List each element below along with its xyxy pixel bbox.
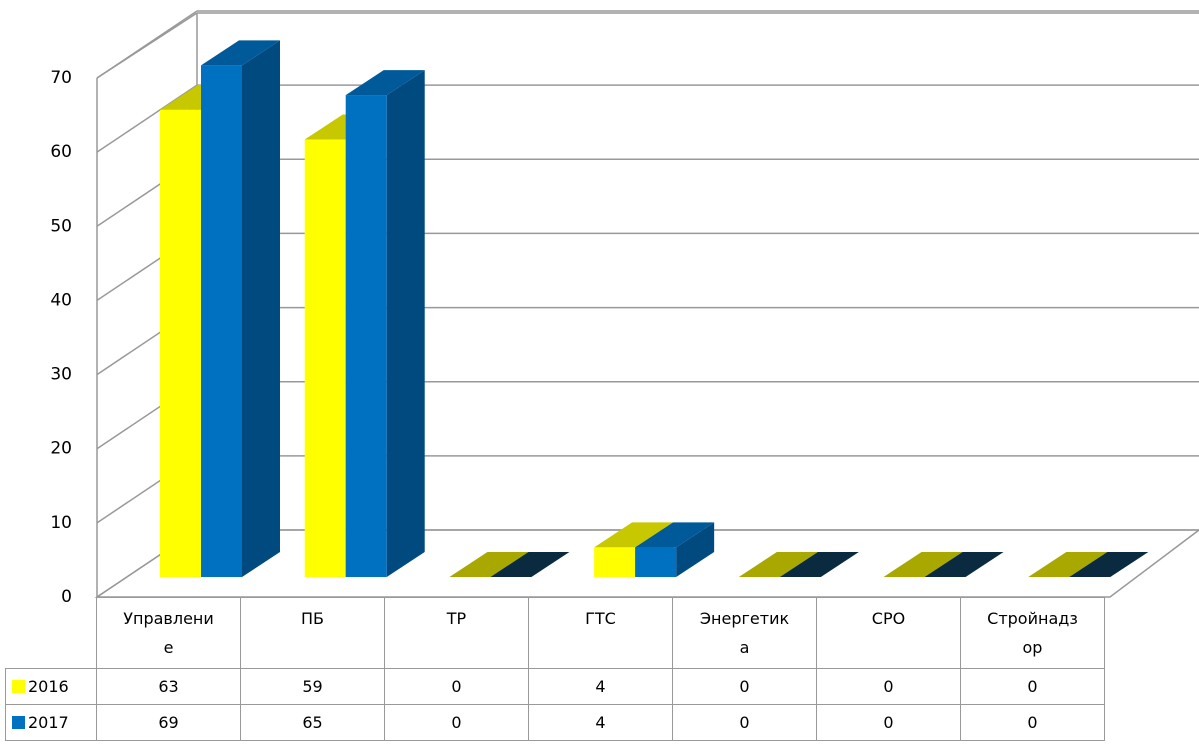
table-category-cell: Энергетика <box>672 597 817 669</box>
table-value: 65 <box>240 704 385 741</box>
y-tick-label: 60 <box>50 142 72 162</box>
bar-side <box>676 522 715 577</box>
bar <box>201 65 242 578</box>
table-value: 59 <box>240 668 385 705</box>
table-value: 0 <box>816 668 961 705</box>
y-tick-label: 40 <box>50 290 72 310</box>
x-tick-label: ПБ <box>300 609 324 628</box>
bar <box>594 547 636 577</box>
table-category-cell: ТР <box>384 597 529 669</box>
table-category-cell: ГТС <box>528 597 673 669</box>
bar-top <box>779 552 859 577</box>
legend-item: 2016 <box>5 668 97 705</box>
legend-label: 2016 <box>28 677 69 696</box>
x-tick-label: ТР <box>446 609 467 628</box>
table-category-cell: ПБ <box>240 597 385 669</box>
x-tick-label: Стройнадзор <box>987 609 1078 657</box>
legend-swatch <box>12 680 25 693</box>
table-value: 0 <box>960 704 1105 741</box>
table-value: 0 <box>384 668 529 705</box>
y-tick-label: 10 <box>50 513 72 533</box>
table-value: 0 <box>816 704 961 741</box>
table-row: 2016 63 59 0 4 0 0 0 <box>5 668 1105 705</box>
bar-top <box>883 552 963 577</box>
bar-top <box>924 552 1004 577</box>
table-value: 0 <box>384 704 529 741</box>
bar-top <box>449 552 529 577</box>
table-value: 0 <box>960 668 1105 705</box>
bar-top <box>594 522 674 548</box>
legend-swatch <box>12 716 25 729</box>
y-tick-label: 20 <box>50 439 72 459</box>
table-category-cell: СРО <box>816 597 961 669</box>
bar-top <box>1028 552 1108 577</box>
bar-top <box>1069 552 1149 577</box>
table-corner <box>6 598 97 669</box>
bar-top <box>201 40 280 66</box>
data-table: Управление ПБ ТР ГТС Энергетика СРО Стройнадзо… <box>5 597 1105 741</box>
bar <box>345 95 387 578</box>
bar <box>304 139 346 578</box>
x-tick-label: ГТС <box>585 609 616 628</box>
table-value: 69 <box>96 704 241 741</box>
bar-top <box>345 70 425 96</box>
bar-top <box>635 522 715 548</box>
table-row: 2017 69 65 0 4 0 0 0 <box>5 704 1105 741</box>
table-value: 0 <box>672 704 817 741</box>
grid-line <box>96 84 198 153</box>
x-tick-label: СРО <box>871 609 906 628</box>
bar <box>635 547 677 577</box>
bar-top <box>738 552 818 577</box>
bar <box>160 109 201 578</box>
table-header-row: Управление ПБ ТР ГТС Энергетика СРО Стройнадзо… <box>6 597 1105 669</box>
bar-side <box>242 40 280 577</box>
y-tick-label: 70 <box>50 68 72 88</box>
table-value: 0 <box>672 668 817 705</box>
grid-line <box>96 10 198 79</box>
bar-top <box>490 552 570 577</box>
table-value: 4 <box>528 704 673 741</box>
legend-item: 2017 <box>5 704 97 741</box>
legend-label: 2017 <box>28 713 69 732</box>
bar-side <box>386 70 425 578</box>
x-tick-label: Энергетика <box>699 609 790 657</box>
y-tick-label: 50 <box>50 216 72 236</box>
table-value: 63 <box>96 668 241 705</box>
table-value: 4 <box>528 668 673 705</box>
x-tick-label: Управление <box>123 609 214 657</box>
y-tick-label: 30 <box>50 365 72 385</box>
y-tick-label: 0 <box>61 587 72 607</box>
table-category-cell: Управление <box>96 597 241 669</box>
table-category-cell: Стройнадзор <box>960 597 1105 669</box>
